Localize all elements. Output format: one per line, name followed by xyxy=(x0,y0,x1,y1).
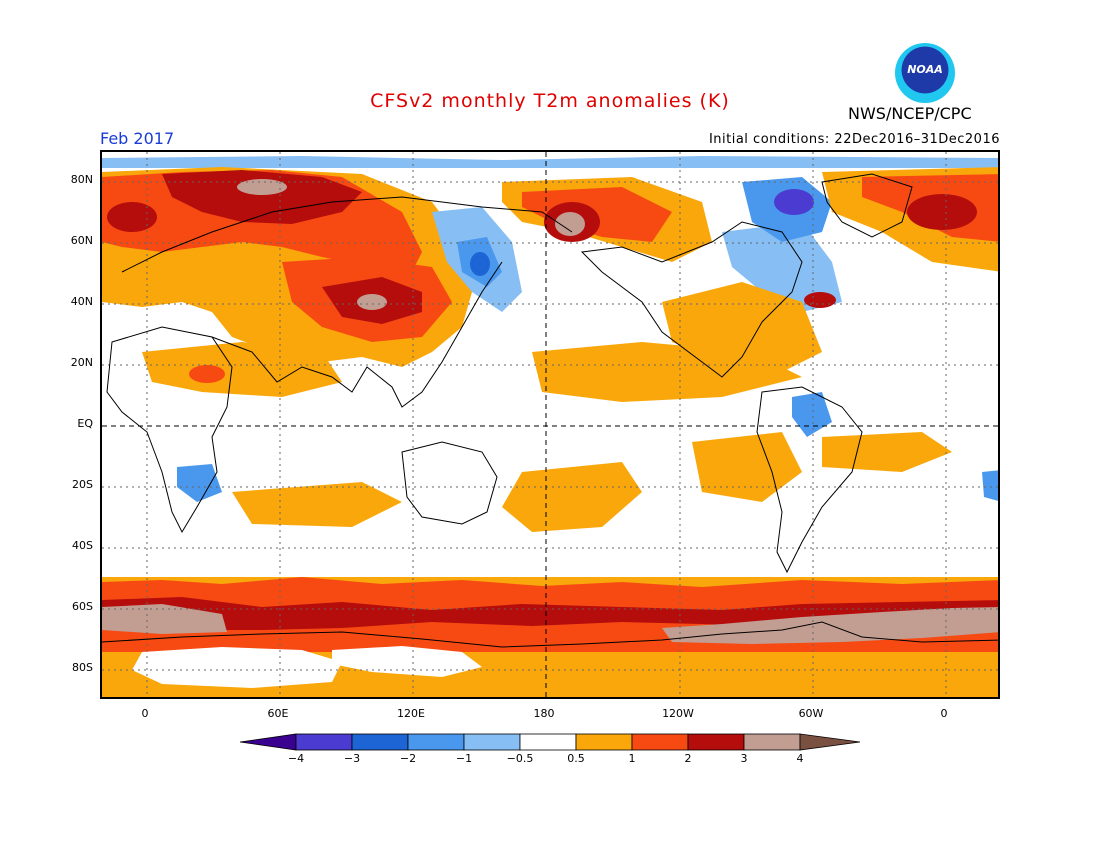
color-bar-label-2: 2 xyxy=(684,752,692,765)
anomaly-indian-orange xyxy=(232,482,402,527)
lat-label-60s: 60S xyxy=(72,600,93,613)
anomaly-npacific-orange xyxy=(532,342,802,402)
anomaly-east-pacific-orange xyxy=(692,432,802,502)
color-bar-label-3: 3 xyxy=(740,752,748,765)
lon-label-120w: 120W xyxy=(662,707,694,720)
lon-label-60w: 60W xyxy=(798,707,824,720)
coast-africa xyxy=(106,326,233,534)
lon-label-0-east: 0 xyxy=(940,707,948,720)
coast-greenland xyxy=(821,173,913,238)
anomaly-eastasia-cold-strong xyxy=(470,252,490,276)
lat-label-eq: EQ xyxy=(77,417,93,430)
anomaly-north-africa-red xyxy=(189,365,225,383)
anomaly-canada-cold-light xyxy=(722,222,842,312)
anomaly-eurasia-darkred xyxy=(162,170,362,224)
color-bar-label-m4: −4 xyxy=(287,752,305,765)
color-bar-label-05: 0.5 xyxy=(567,752,585,765)
anomaly-east-atlantic-cold xyxy=(982,470,998,501)
antarctica-patch-white-w xyxy=(132,647,342,688)
anomaly-central-asia-brown xyxy=(357,294,387,310)
anomaly-band-southern-brown-w xyxy=(102,604,227,634)
coastlines xyxy=(102,173,998,648)
lon-label-60e: 60E xyxy=(267,707,289,720)
color-bar-seg-m4-m3 xyxy=(295,733,353,751)
color-bar-end-gt-4 xyxy=(799,733,861,751)
color-bar-label-m3: −3 xyxy=(343,752,361,765)
coast-eurasia-north xyxy=(121,196,573,273)
color-bar-label-m05: −0.5 xyxy=(506,752,534,765)
anomaly-south-atlantic-orange xyxy=(822,432,952,472)
color-bar-label-m1: −1 xyxy=(455,752,473,765)
anomaly-north-africa-orange xyxy=(142,342,342,397)
grid-lines xyxy=(102,152,998,697)
lat-label-60n: 60N xyxy=(70,234,93,247)
color-bar-seg-05-1 xyxy=(575,733,633,751)
forecast-period: Feb 2017 xyxy=(100,129,175,148)
anomaly-south-africa-cold xyxy=(177,464,222,502)
noaa-logo: NOAA xyxy=(895,43,955,103)
anomaly-natlantic-darkred xyxy=(804,292,836,308)
anomaly-bering-brown xyxy=(555,212,585,236)
color-bar xyxy=(240,733,861,751)
organization-label: NWS/NCEP/CPC xyxy=(848,104,972,123)
antarctica-bottom-orange xyxy=(102,688,998,697)
anomaly-band-southern-brown-e xyxy=(662,607,998,644)
anomaly-europe-darkred xyxy=(107,202,157,232)
antarctica-patch-white-e xyxy=(332,646,482,677)
lat-label-80s: 80S xyxy=(72,661,93,674)
lat-label-20n: 20N xyxy=(70,356,93,369)
initial-conditions: Initial conditions: 22Dec2016–31Dec2016 xyxy=(708,132,1000,147)
color-bar-label-4: 4 xyxy=(796,752,804,765)
coast-australia xyxy=(401,441,498,525)
logo-text: NOAA xyxy=(907,63,943,76)
color-bar-seg-m2-m1 xyxy=(407,733,465,751)
anomaly-spacific-orange xyxy=(502,462,642,532)
color-bar-seg-2-3 xyxy=(687,733,745,751)
color-bar-seg-m1-m05 xyxy=(463,733,521,751)
coast-eurasia-south xyxy=(211,261,503,408)
lat-label-40s: 40S xyxy=(72,539,93,552)
color-bar-seg-3-4 xyxy=(743,733,801,751)
color-bar-label-1: 1 xyxy=(628,752,636,765)
anomaly-map xyxy=(100,150,1000,699)
color-bar-seg-m3-m2 xyxy=(351,733,409,751)
color-bar-seg-1-2 xyxy=(631,733,689,751)
coast-north-america xyxy=(580,221,803,378)
lon-label-180: 180 xyxy=(533,707,555,720)
color-bar-seg-m05-05 xyxy=(519,733,577,751)
anomaly-field xyxy=(102,152,998,697)
anomaly-eurasia-brown xyxy=(237,179,287,195)
coast-south-america xyxy=(756,386,863,574)
lat-label-40n: 40N xyxy=(70,295,93,308)
lat-label-80n: 80N xyxy=(70,173,93,186)
anomaly-greenland-darkred xyxy=(907,194,977,230)
color-bar-label-m2: −2 xyxy=(399,752,417,765)
lon-label-120e: 120E xyxy=(397,707,425,720)
coast-antarctica xyxy=(102,621,998,648)
color-bar-end-lt-4 xyxy=(240,733,297,751)
lat-label-20s: 20S xyxy=(72,478,93,491)
lon-label-0-west: 0 xyxy=(141,707,149,720)
anomaly-band-arctic-blue xyxy=(102,156,998,168)
anomaly-canada-cold-strong xyxy=(774,189,814,215)
map-title: CFSv2 monthly T2m anomalies (K) xyxy=(370,90,730,112)
